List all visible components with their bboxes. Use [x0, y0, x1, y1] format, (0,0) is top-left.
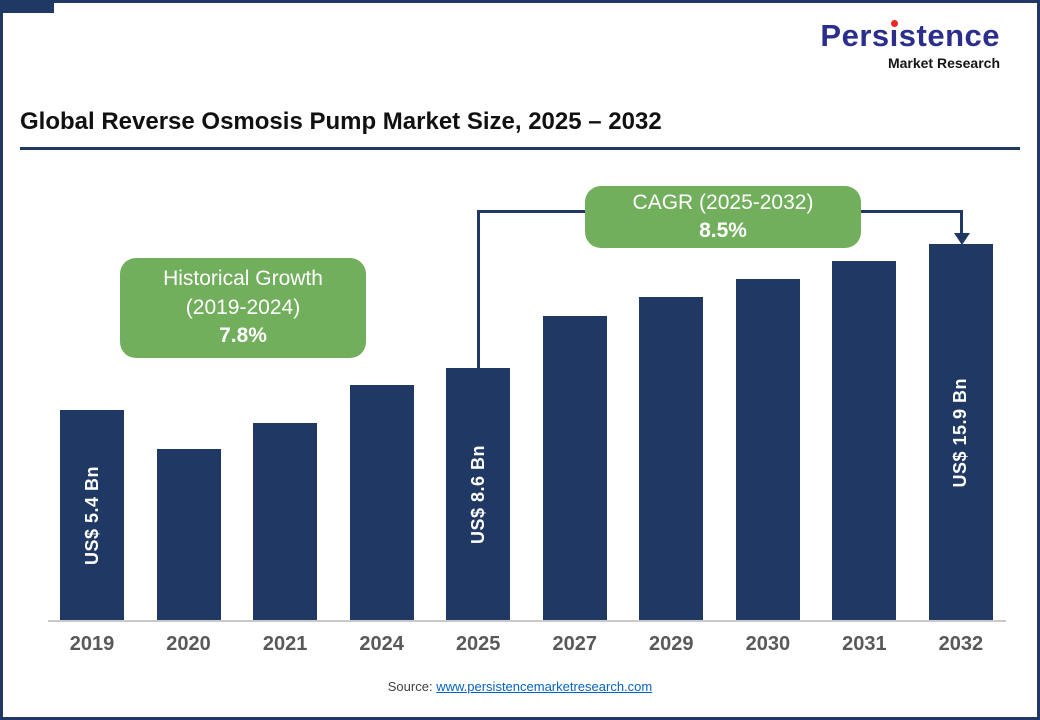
cagr-connector-left-vertical [477, 210, 480, 368]
x-axis-label-2021: 2021 [262, 633, 308, 655]
bar-2024 [349, 385, 414, 621]
bar-2031 [832, 261, 897, 621]
bar-2029 [639, 297, 704, 621]
bar-2019: US$ 5.4 Bn [60, 410, 124, 621]
bar-2030 [735, 279, 800, 621]
bar-2025: US$ 8.6 Bn [446, 368, 511, 621]
x-axis-label-2025: 2025 [455, 633, 501, 655]
logo-brand-text: Persıstence [820, 18, 1000, 53]
bar-2032: US$ 15.9 Bn [928, 244, 993, 621]
x-axis-line [48, 620, 1006, 622]
title-divider [20, 147, 1020, 150]
source-prefix: Source: [387, 679, 433, 694]
bar-2027 [542, 316, 607, 621]
x-axis-label-2024: 2024 [359, 633, 404, 655]
logo-red-dot-i: ı [889, 18, 899, 53]
x-axis-label-2030: 2030 [745, 633, 791, 655]
x-axis-label-2027: 2027 [552, 633, 597, 655]
corner-accent-bar [0, 0, 54, 13]
x-axis-label-2029: 2029 [649, 633, 694, 655]
cagr-connector-left-horizontal [477, 210, 585, 213]
bar-value-label-2032: US$ 15.9 Bn [950, 377, 971, 488]
historical-value: 7.8% [219, 324, 267, 348]
x-axis-label-2032: 2032 [938, 633, 984, 655]
bar-2021 [253, 423, 318, 621]
x-axis-label-2019: 2019 [69, 633, 115, 655]
historical-line2: (2019-2024) [185, 295, 301, 319]
x-axis-label-2020: 2020 [166, 633, 211, 655]
cagr-connector-right-vertical [960, 210, 963, 234]
x-axis-labels: 2019 2020 2021 2024 2025 2027 2029 2030 2031 2032 [60, 633, 993, 656]
bar-value-label-2019: US$ 5.4 Bn [81, 465, 102, 566]
x-axis-label-2031: 2031 [842, 633, 887, 655]
source-line: Source: www.persistencemarketresearch.co… [0, 679, 1040, 694]
page-title: Global Reverse Osmosis Pump Market Size,… [20, 108, 662, 135]
source-link[interactable]: www.persistencemarketresearch.com [436, 679, 653, 694]
historical-growth-callout: Historical Growth (2019-2024) 7.8% [120, 258, 366, 358]
arrow-down-icon [954, 233, 970, 245]
cagr-connector-right-horizontal [861, 210, 963, 213]
bar-2020 [156, 449, 221, 621]
cagr-line1: CAGR (2025-2032) [632, 190, 814, 214]
historical-line1: Historical Growth [163, 267, 323, 291]
bar-chart: US$ 5.4 Bn US$ 8.6 Bn US$ 15.9 Bn [60, 221, 993, 621]
company-logo: Persıstence Market Research [820, 18, 1000, 71]
bar-value-label-2025: US$ 8.6 Bn [467, 444, 488, 545]
cagr-value: 8.5% [699, 219, 747, 242]
cagr-callout: CAGR (2025-2032) 8.5% [585, 186, 861, 248]
logo-subtitle: Market Research [887, 54, 1000, 71]
